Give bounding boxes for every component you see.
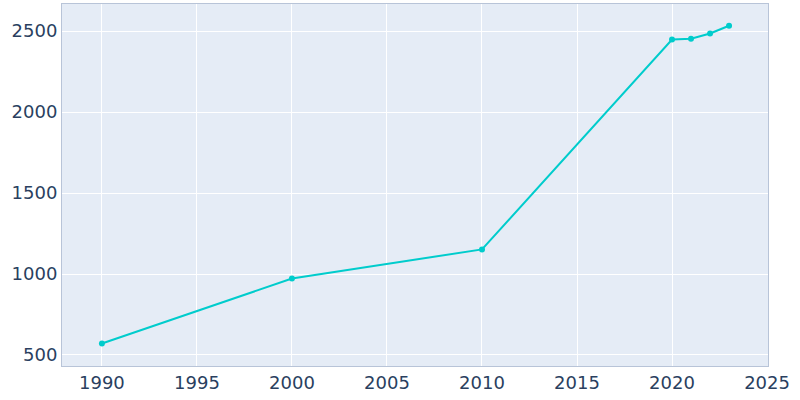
svg-text:2005: 2005: [364, 372, 410, 393]
svg-text:1500: 1500: [12, 182, 58, 203]
svg-text:2010: 2010: [459, 372, 505, 393]
svg-text:2015: 2015: [554, 372, 600, 393]
svg-text:1995: 1995: [174, 372, 220, 393]
svg-text:2025: 2025: [744, 372, 790, 393]
svg-text:1000: 1000: [12, 263, 58, 284]
svg-text:2000: 2000: [269, 372, 315, 393]
svg-text:500: 500: [23, 344, 57, 365]
svg-text:2500: 2500: [12, 20, 58, 41]
svg-text:1990: 1990: [79, 372, 125, 393]
svg-text:2000: 2000: [12, 101, 58, 122]
svg-text:2020: 2020: [649, 372, 695, 393]
